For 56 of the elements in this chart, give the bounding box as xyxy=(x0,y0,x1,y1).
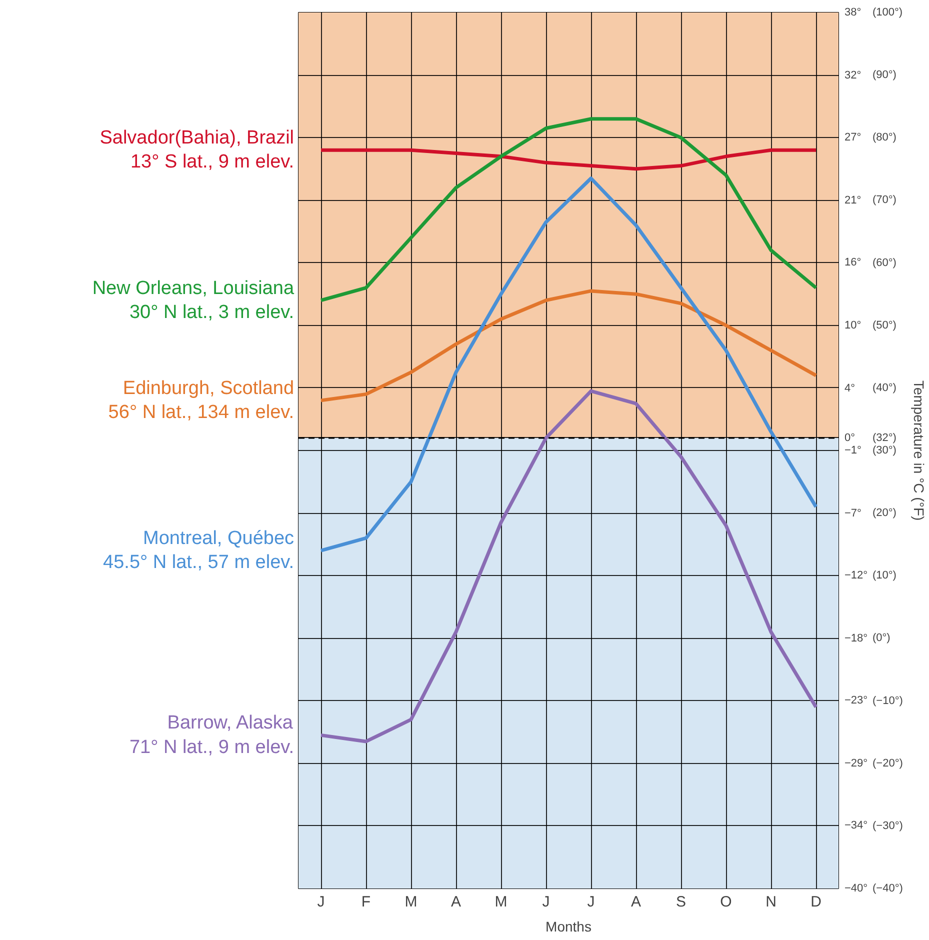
y-axis-title: Temperature in °C (°F) xyxy=(910,380,927,521)
y2-tick-label: −23° xyxy=(844,694,868,706)
y2-tick-label: 38° xyxy=(844,6,862,18)
x-tick-label: J xyxy=(317,894,325,910)
y-tick-label: (10°) xyxy=(872,570,896,582)
y2-tick-label: −29° xyxy=(844,758,868,770)
line-series xyxy=(319,389,818,744)
y-tick-label: (0°) xyxy=(872,632,890,644)
x-tick-label: M xyxy=(494,894,508,910)
y-tick-label: (40°) xyxy=(872,382,896,394)
x-tick-label: A xyxy=(631,894,642,910)
y-tick-label: (−20°) xyxy=(872,757,903,770)
y2-tick-label: −12° xyxy=(844,569,868,582)
y-tick-label: (50°) xyxy=(872,319,896,332)
y-tick-label: (30°) xyxy=(872,444,896,456)
y-tick-label: (−40°) xyxy=(872,882,903,894)
y-tick-label: (−10°) xyxy=(872,694,903,707)
y-tick-label: (20°) xyxy=(872,507,896,520)
x-tick-label: A xyxy=(451,894,462,910)
line-series xyxy=(319,289,818,402)
x-tick-label: S xyxy=(676,894,686,910)
y2-tick-label: 4° xyxy=(844,382,856,395)
series-label: New Orleans, Louisiana 30° N lat., 3 m elev. xyxy=(92,278,294,323)
y2-tick-label: 10° xyxy=(844,320,862,332)
x-tick-label: J xyxy=(542,894,550,910)
series-label: Barrow, Alaska 71° N lat., 9 m elev. xyxy=(129,712,294,758)
y2-tick-label: 0° xyxy=(844,432,856,444)
y2-tick-label: 16° xyxy=(844,256,862,268)
series-label: Montreal, Québec 45.5° N lat., 57 m elev. xyxy=(103,528,294,574)
y-tick-label: (100°) xyxy=(872,6,903,18)
series-label: Salvador(Bahia), Brazil 13° S lat., 9 m elev. xyxy=(100,128,294,173)
y2-tick-label: 27° xyxy=(844,131,862,144)
y-tick-label: (80°) xyxy=(872,132,896,144)
y2-tick-label: −18° xyxy=(844,632,868,645)
x-tick-label: F xyxy=(361,894,371,910)
y2-tick-label: 32° xyxy=(844,70,862,82)
y2-tick-label: −40° xyxy=(844,882,868,894)
y-tick-label: (90°) xyxy=(872,69,896,82)
y-tick-label: (70°) xyxy=(872,194,896,206)
x-tick-label: N xyxy=(766,894,776,910)
y-tick-label: (−30°) xyxy=(872,820,903,832)
line-series xyxy=(319,148,818,171)
y-tick-label: (60°) xyxy=(872,256,896,269)
line-series xyxy=(319,176,818,552)
y2-tick-label: 21° xyxy=(844,194,862,207)
x-tick-label: O xyxy=(720,894,732,910)
series-label: Edinburgh, Scotland 56° N lat., 134 m elev. xyxy=(108,378,294,424)
x-tick-label: D xyxy=(810,894,822,910)
y2-tick-label: −7° xyxy=(844,508,862,520)
x-tick-label: J xyxy=(587,894,595,910)
line-series xyxy=(319,117,818,302)
y2-tick-label: −34° xyxy=(844,819,868,832)
y2-tick-label: −1° xyxy=(844,444,862,456)
x-tick-label: M xyxy=(404,894,418,910)
x-axis-title: Months xyxy=(546,918,592,934)
y-tick-label: (32°) xyxy=(872,432,896,444)
